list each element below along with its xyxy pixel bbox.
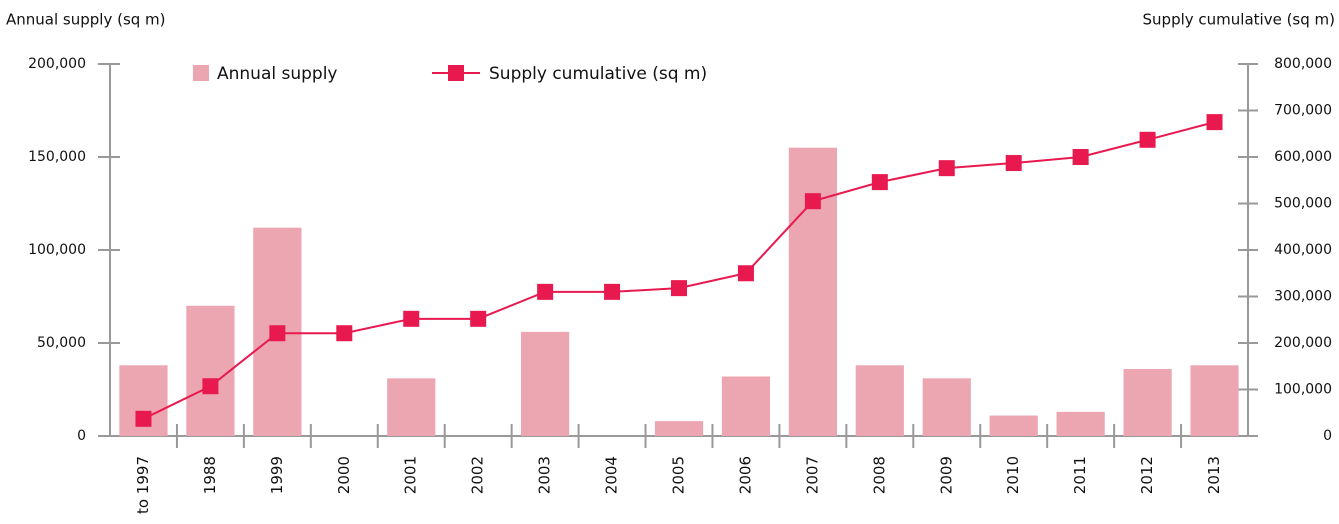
line-marker — [804, 193, 821, 210]
y-tick-label: 0 — [77, 428, 86, 444]
x-tick-label: 1999 — [268, 456, 286, 494]
y2-tick-label: 500,000 — [1274, 196, 1332, 212]
y2-axis-title: Supply cumulative (sq m) — [1143, 11, 1335, 29]
x-tick-label: 2012 — [1138, 456, 1156, 494]
legend-label: Annual supply — [217, 64, 338, 84]
line-marker — [1005, 155, 1022, 172]
bar — [186, 305, 235, 436]
bar — [654, 421, 704, 436]
line-marker — [470, 310, 487, 327]
y2-tick-label: 200,000 — [1274, 335, 1332, 351]
bar — [922, 378, 971, 436]
line-marker — [604, 283, 621, 300]
line-marker — [1072, 149, 1089, 165]
y-tick-label: 150,000 — [28, 149, 86, 165]
y-tick-label: 100,000 — [28, 242, 86, 258]
y2-tick-label: 300,000 — [1274, 289, 1332, 305]
x-tick-label: 2000 — [335, 456, 353, 494]
x-tick-label: 2004 — [603, 456, 621, 494]
y2-tick-label: 700,000 — [1274, 103, 1332, 119]
bar — [721, 376, 771, 436]
x-tick-label: 2008 — [870, 456, 888, 494]
line-marker — [871, 174, 888, 191]
line-marker — [671, 280, 687, 297]
y-axis-title: Annual supply (sq m) — [6, 11, 166, 29]
line-marker — [537, 283, 554, 300]
y2-tick-label: 800,000 — [1274, 56, 1332, 72]
bar — [1056, 411, 1105, 436]
x-tick-label: 2001 — [402, 456, 420, 494]
x-tick-label: 2002 — [469, 456, 487, 494]
x-tick-label: 2013 — [1205, 456, 1223, 494]
line-marker — [1206, 114, 1223, 131]
bar — [788, 147, 837, 436]
y2-tick-label: 0 — [1323, 428, 1332, 444]
line-marker — [1139, 131, 1156, 148]
y-tick-label: 200,000 — [28, 56, 86, 72]
bar — [521, 331, 570, 436]
legend-swatch — [193, 65, 209, 81]
bar — [989, 415, 1038, 436]
x-tick-label: 2003 — [536, 456, 554, 494]
bar — [1190, 365, 1239, 436]
x-tick-label: 2010 — [1004, 456, 1022, 494]
x-tick-label: 2007 — [803, 456, 821, 494]
x-tick-label: 2006 — [736, 456, 754, 494]
bar — [1123, 369, 1172, 436]
x-tick-label: 1988 — [201, 456, 219, 494]
y2-tick-label: 400,000 — [1274, 242, 1332, 258]
line-marker — [737, 265, 754, 282]
x-tick-label: 2009 — [937, 456, 955, 494]
x-tick-label: 2005 — [670, 456, 688, 494]
bar — [387, 378, 436, 436]
legend-label: Supply cumulative (sq m) — [489, 64, 707, 84]
line-marker — [938, 160, 955, 177]
y2-tick-label: 600,000 — [1274, 149, 1332, 165]
y-tick-label: 50,000 — [37, 335, 86, 351]
line — [143, 121, 1215, 420]
line-marker — [202, 378, 219, 395]
legend-swatch — [448, 65, 464, 81]
bar — [855, 365, 904, 436]
line-marker — [269, 325, 286, 342]
line-marker — [403, 310, 420, 327]
x-tick-label: to 1997 — [134, 456, 152, 514]
line-marker — [135, 410, 152, 427]
y2-tick-label: 100,000 — [1274, 382, 1332, 398]
x-tick-label: 2011 — [1071, 456, 1089, 494]
line-marker — [336, 325, 353, 342]
